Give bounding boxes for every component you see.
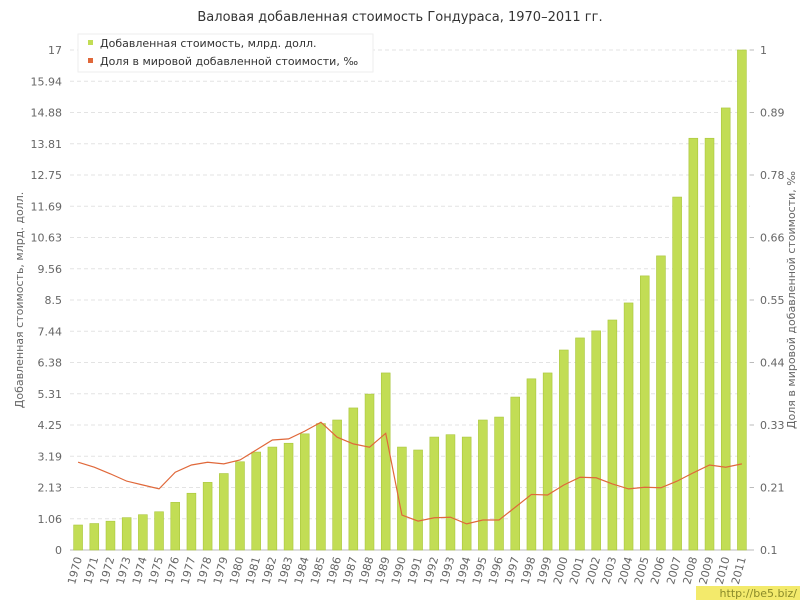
y-tick-label: 11.69	[31, 200, 63, 213]
y-tick-label: 10.63	[31, 232, 63, 245]
y2-tick-label: 1	[760, 44, 767, 57]
legend-box	[77, 33, 374, 73]
bar	[121, 517, 132, 551]
bar	[186, 492, 197, 551]
bar	[397, 446, 407, 551]
bar	[332, 419, 342, 551]
bar	[73, 524, 83, 551]
bar	[283, 442, 294, 551]
y2-tick-label: 0.55	[760, 294, 785, 307]
bar	[720, 107, 731, 551]
bar	[510, 396, 520, 551]
y-tick-label: 15.94	[31, 75, 63, 88]
bar	[300, 433, 310, 551]
bar	[413, 449, 423, 551]
legend-swatch	[88, 58, 93, 63]
bar	[105, 520, 116, 551]
bar	[316, 423, 326, 551]
bar	[445, 434, 456, 551]
y2-tick-label: 0.78	[760, 169, 785, 182]
bar	[494, 416, 504, 551]
bar	[575, 337, 585, 551]
y2-tick-label: 0.33	[760, 419, 785, 432]
bar	[688, 137, 699, 551]
legend-label: Доля в мировой добавленной стоимости, ‰	[100, 55, 358, 68]
bar	[478, 419, 488, 551]
legend-swatch	[88, 40, 93, 45]
bar	[364, 393, 375, 551]
bar	[219, 473, 229, 551]
watermark: http://be5.biz/	[720, 587, 798, 600]
legend-label: Добавленная стоимость, млрд. долл.	[100, 37, 316, 50]
y-tick-label: 8.5	[45, 294, 63, 307]
bar	[154, 511, 164, 551]
y2-tick-label: 0.66	[760, 232, 785, 245]
bar	[607, 319, 618, 551]
bar	[704, 137, 715, 551]
bar	[461, 436, 472, 551]
bar	[672, 196, 682, 551]
y2-tick-label: 0.44	[760, 357, 785, 370]
y-tick-label: 0	[55, 544, 62, 557]
y2-tick-label: 0.1	[760, 544, 778, 557]
y-axis-label: Добавленная стоимость, млрд. долл.	[13, 192, 26, 408]
chart-title: Валовая добавленная стоимость Гондураса,…	[197, 10, 602, 25]
bar	[202, 482, 213, 551]
bar	[542, 372, 553, 551]
y2-tick-label: 0.21	[760, 482, 785, 495]
y-tick-label: 9.56	[38, 263, 63, 276]
y2-axis-label: Доля в мировой добавленной стоимости, ‰	[785, 171, 798, 429]
bar	[640, 275, 650, 551]
y2-tick-label: 0.89	[760, 107, 785, 120]
y-tick-label: 6.38	[38, 357, 63, 370]
y-tick-label: 13.81	[31, 138, 63, 151]
y-tick-label: 7.44	[38, 325, 63, 338]
y-tick-label: 17	[48, 44, 62, 57]
bar	[737, 49, 747, 551]
bar	[656, 255, 666, 551]
bar	[623, 302, 634, 551]
bar	[251, 451, 261, 551]
y-tick-label: 2.13	[38, 482, 63, 495]
bar	[138, 514, 148, 551]
y-tick-label: 12.75	[31, 169, 63, 182]
y-tick-label: 1.06	[38, 513, 63, 526]
bar	[526, 378, 537, 551]
watermark-bg	[696, 586, 800, 600]
bar	[591, 330, 601, 551]
bar	[267, 446, 278, 551]
y-tick-label: 5.31	[38, 388, 63, 401]
bar	[380, 372, 391, 551]
y-tick-label: 4.25	[38, 419, 63, 432]
bar	[429, 436, 440, 551]
bar	[89, 523, 100, 551]
bar	[170, 502, 180, 551]
bar	[235, 461, 245, 551]
bar	[559, 349, 569, 551]
y-tick-label: 3.19	[38, 450, 63, 463]
legend: Добавленная стоимость, млрд. долл. Доля в…	[77, 33, 374, 73]
line	[77, 421, 743, 525]
bar	[348, 407, 359, 551]
y-tick-label: 14.88	[31, 107, 63, 120]
